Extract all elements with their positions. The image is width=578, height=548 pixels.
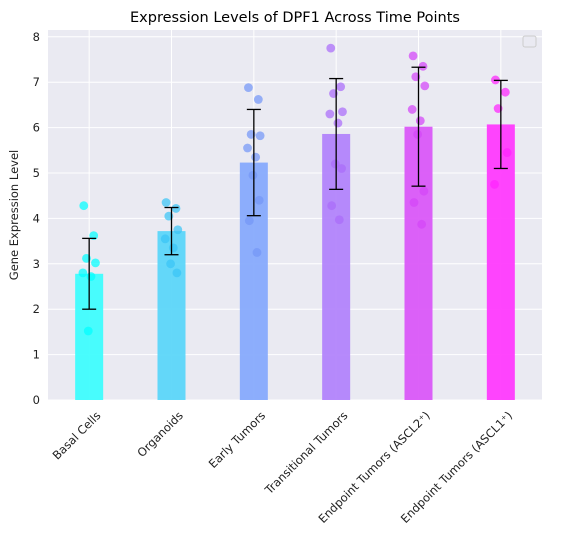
data-point (415, 116, 425, 126)
data-point (86, 272, 96, 281)
data-point (248, 170, 258, 180)
data-point (418, 61, 428, 71)
y-axis-label: Gene Expression Level (7, 150, 21, 280)
chart-title: Expression Levels of DPF1 Across Time Po… (130, 10, 460, 26)
data-point (253, 95, 263, 104)
y-tick-label: 7 (33, 75, 40, 89)
data-point (417, 219, 427, 229)
data-point (91, 258, 100, 268)
data-point (330, 159, 340, 169)
data-point (413, 130, 422, 139)
data-point (409, 198, 419, 207)
data-point (79, 201, 89, 211)
y-tick-label: 8 (33, 30, 40, 44)
plot-area (48, 30, 542, 400)
data-point (172, 268, 182, 278)
data-point (326, 43, 336, 53)
data-point (254, 195, 264, 205)
y-tick-label: 4 (33, 211, 40, 225)
data-point (252, 248, 262, 257)
data-point (420, 81, 430, 91)
data-point (243, 143, 252, 153)
data-point (78, 268, 88, 278)
data-point (325, 109, 335, 119)
data-point (500, 87, 510, 97)
data-point (168, 243, 178, 253)
data-point (327, 201, 337, 211)
data-point (407, 105, 417, 114)
data-point (502, 148, 512, 157)
data-point (171, 204, 181, 213)
error-bars (82, 66, 508, 310)
data-point (419, 186, 429, 196)
data-point (251, 152, 261, 162)
bar (486, 124, 515, 401)
data-point (161, 198, 171, 207)
y-tick-label: 1 (33, 348, 40, 362)
y-tick-label: 6 (33, 121, 40, 135)
data-point (160, 234, 170, 244)
y-tick-label: 2 (33, 302, 40, 316)
data-point (83, 326, 93, 336)
data-point (244, 83, 253, 93)
data-point (336, 82, 346, 92)
data-point (337, 164, 346, 173)
y-tick-labels: 0 1 2 3 4 5 6 7 8 (33, 30, 40, 407)
data-point (255, 131, 265, 141)
bar (157, 231, 186, 400)
legend-box (522, 35, 537, 48)
y-tick-label: 0 (33, 393, 40, 407)
y-tick-label: 3 (33, 257, 40, 271)
data-point (244, 216, 254, 226)
data-point (408, 51, 418, 61)
data-point (166, 259, 176, 269)
data-point (173, 225, 183, 235)
data-point (338, 107, 347, 117)
data-point (333, 118, 343, 128)
data-point (490, 179, 499, 189)
y-tick-label: 5 (33, 166, 40, 180)
data-point (334, 215, 344, 225)
